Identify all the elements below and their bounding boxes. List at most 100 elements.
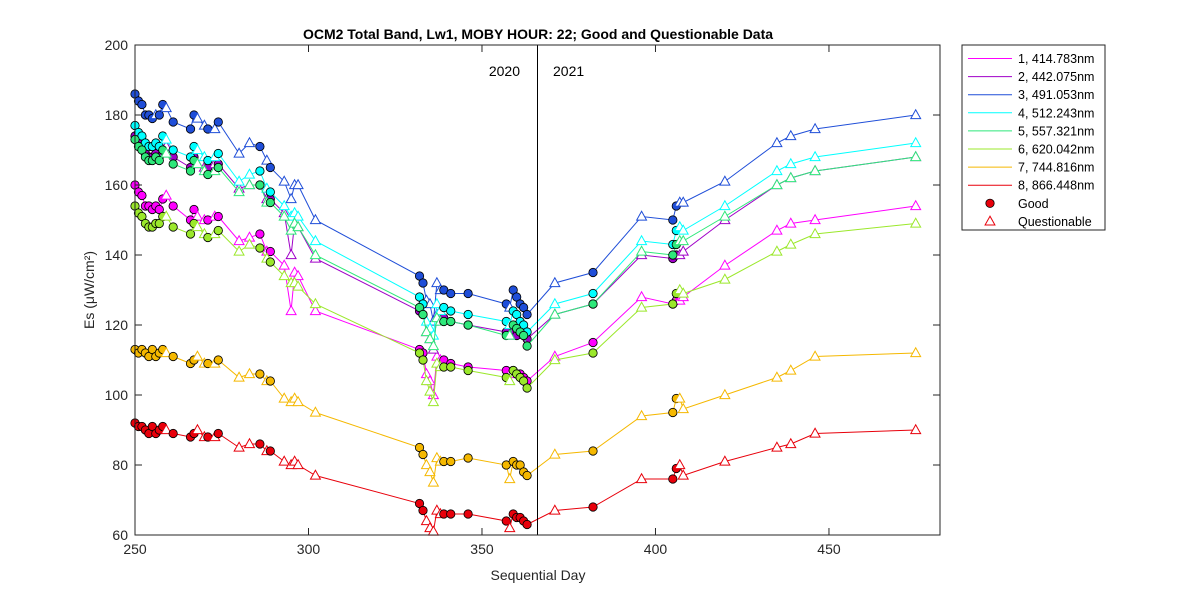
- data-point-good: [185, 229, 196, 239]
- data-point-good: [418, 505, 428, 516]
- data-point-good: [463, 365, 473, 376]
- data-point-questionable: [785, 238, 797, 249]
- data-point-questionable: [809, 350, 821, 361]
- data-point-questionable: [278, 199, 290, 211]
- data-point-questionable: [635, 290, 648, 302]
- data-point-questionable: [431, 276, 443, 288]
- legend-entry-7: 7, 744.816nm: [968, 161, 1094, 175]
- axes: 250 300 350 400 450 60 80 100 120 140 160 180 200: [105, 37, 940, 557]
- data-point-questionable: [243, 367, 256, 379]
- data-point-questionable: [549, 276, 561, 288]
- data-point-good: [154, 155, 164, 166]
- data-point-questionable: [635, 245, 648, 256]
- data-point-good: [668, 299, 678, 309]
- data-point-questionable: [278, 259, 290, 270]
- legend-good-marker: [985, 198, 995, 208]
- data-point-questionable: [719, 388, 731, 400]
- legend-entry-2: 2, 442.075nm: [968, 70, 1094, 84]
- y-tick-label: 140: [105, 247, 129, 263]
- data-point-questionable: [503, 472, 516, 484]
- data-point-good: [418, 355, 428, 365]
- data-point-questionable: [677, 224, 690, 235]
- data-point-questionable: [285, 304, 297, 316]
- data-point-good: [154, 110, 164, 120]
- series-layer: [130, 89, 922, 536]
- y-axis-label: Es (μW/cm²): [81, 251, 97, 329]
- data-point-good: [418, 449, 428, 460]
- data-point-good: [588, 502, 598, 512]
- data-point-questionable: [285, 248, 297, 260]
- data-point-questionable: [909, 217, 922, 228]
- data-point-good: [255, 141, 265, 152]
- data-point-questionable: [549, 353, 561, 365]
- data-point-questionable: [549, 308, 561, 319]
- data-point-questionable: [309, 234, 322, 246]
- data-point-questionable: [771, 245, 783, 256]
- legend-label: 1, 414.783nm: [1018, 52, 1094, 66]
- data-point-questionable: [673, 392, 686, 403]
- x-tick-label: 400: [644, 541, 668, 557]
- data-point-good: [522, 470, 532, 481]
- data-point-questionable: [719, 273, 731, 284]
- data-point-questionable: [160, 189, 173, 200]
- data-point-questionable: [785, 171, 797, 183]
- data-point-good: [168, 428, 178, 439]
- data-point-questionable: [292, 280, 304, 291]
- legend-entry-4: 4, 512.243nm: [968, 106, 1094, 120]
- data-point-good: [265, 446, 275, 456]
- data-point-questionable: [635, 409, 648, 421]
- data-point-questionable: [771, 178, 783, 190]
- data-point-questionable: [292, 458, 304, 470]
- data-point-questionable: [809, 164, 821, 176]
- data-point-questionable: [292, 178, 304, 190]
- data-point-questionable: [427, 339, 440, 351]
- data-point-questionable: [809, 427, 821, 438]
- data-point-good: [588, 348, 598, 358]
- data-point-good: [588, 288, 598, 299]
- data-point-good: [189, 204, 199, 215]
- legend-marker-questionable: Questionable: [984, 215, 1092, 229]
- data-point-questionable: [719, 175, 731, 186]
- data-point-questionable: [635, 472, 648, 484]
- data-point-questionable: [191, 423, 204, 435]
- data-point-questionable: [233, 441, 245, 452]
- data-point-good: [168, 222, 178, 232]
- legend: 1, 414.783nm 2, 442.075nm 3, 491.053nm 4, 5…: [961, 44, 1106, 231]
- data-point-questionable: [785, 364, 797, 375]
- legend-label: Good: [1018, 197, 1049, 211]
- data-point-questionable: [292, 220, 304, 232]
- data-point-questionable: [278, 210, 290, 221]
- data-point-good: [501, 516, 511, 526]
- data-point-questionable: [420, 458, 433, 470]
- data-point-good: [168, 351, 178, 362]
- data-point-good: [255, 180, 265, 190]
- data-point-questionable: [191, 210, 204, 221]
- data-point-good: [446, 288, 456, 299]
- data-point-good: [213, 148, 223, 159]
- legend-entry-8: 8, 866.448nm: [968, 179, 1094, 193]
- data-point-good: [522, 519, 532, 530]
- data-point-good: [522, 341, 532, 351]
- data-point-good: [588, 446, 598, 456]
- data-point-good: [185, 124, 196, 134]
- data-point-questionable: [549, 448, 561, 459]
- data-point-questionable: [420, 374, 433, 386]
- data-point-good: [213, 211, 223, 222]
- legend-box: [961, 44, 1106, 231]
- legend-label: 6, 620.042nm: [1018, 143, 1094, 157]
- data-point-questionable: [503, 374, 516, 386]
- data-point-good: [255, 166, 265, 176]
- data-point-questionable: [191, 350, 204, 361]
- data-point-good: [463, 309, 473, 320]
- data-point-questionable: [243, 238, 256, 249]
- y-tick-label: 100: [105, 387, 129, 403]
- data-point-questionable: [424, 332, 436, 344]
- data-point-good: [185, 166, 196, 176]
- data-point-questionable: [278, 269, 290, 281]
- data-point-questionable: [191, 143, 204, 155]
- data-point-questionable: [785, 437, 797, 449]
- data-point-questionable: [909, 199, 922, 211]
- legend-label: 2, 442.075nm: [1018, 70, 1094, 84]
- data-point-good: [213, 428, 223, 439]
